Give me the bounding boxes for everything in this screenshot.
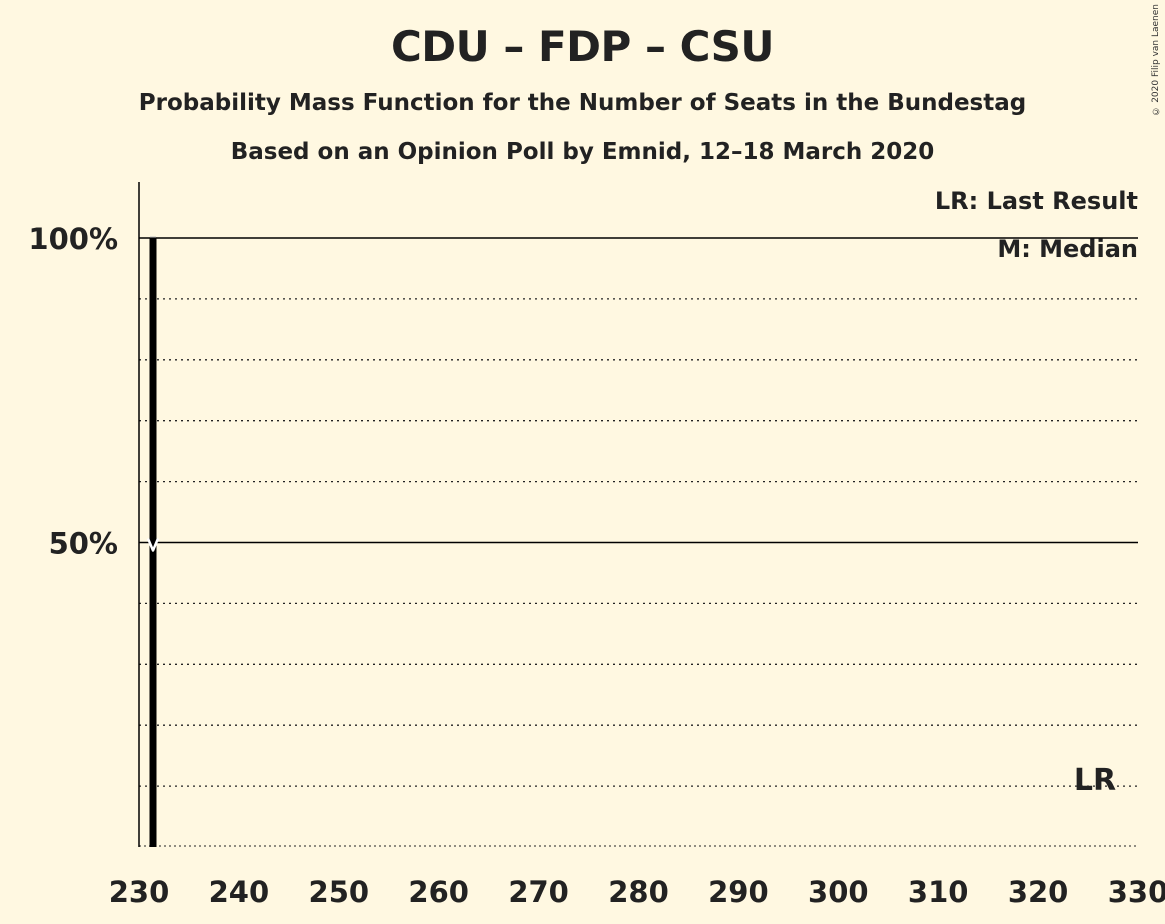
chart-subtitle-source: Based on an Opinion Poll by Emnid, 12–18… [230,139,935,165]
last-result-label: LR [1074,763,1116,798]
y-tick-label: 50% [49,527,118,561]
chart-title: CDU – FDP – CSU [390,22,775,71]
legend-entry: M: Median [997,235,1138,263]
x-tick-label: 300 [808,875,869,909]
legend-entry: LR: Last Result [935,187,1138,215]
x-tick-label: 270 [508,875,569,909]
x-tick-label: 320 [1008,875,1069,909]
median-marker [146,538,160,552]
x-tick-label: 330 [1108,875,1165,909]
x-tick-label: 290 [708,875,769,909]
x-tick-label: 230 [109,875,170,909]
bar-231 [149,238,157,847]
chart-subtitle: Probability Mass Function for the Number… [138,90,1027,116]
y-tick-label: 100% [28,222,118,256]
x-tick-label: 260 [408,875,469,909]
x-tick-label: 310 [908,875,969,909]
x-tick-label: 240 [209,875,270,909]
x-tick-label: 280 [608,875,669,909]
x-tick-label: 250 [309,875,370,909]
